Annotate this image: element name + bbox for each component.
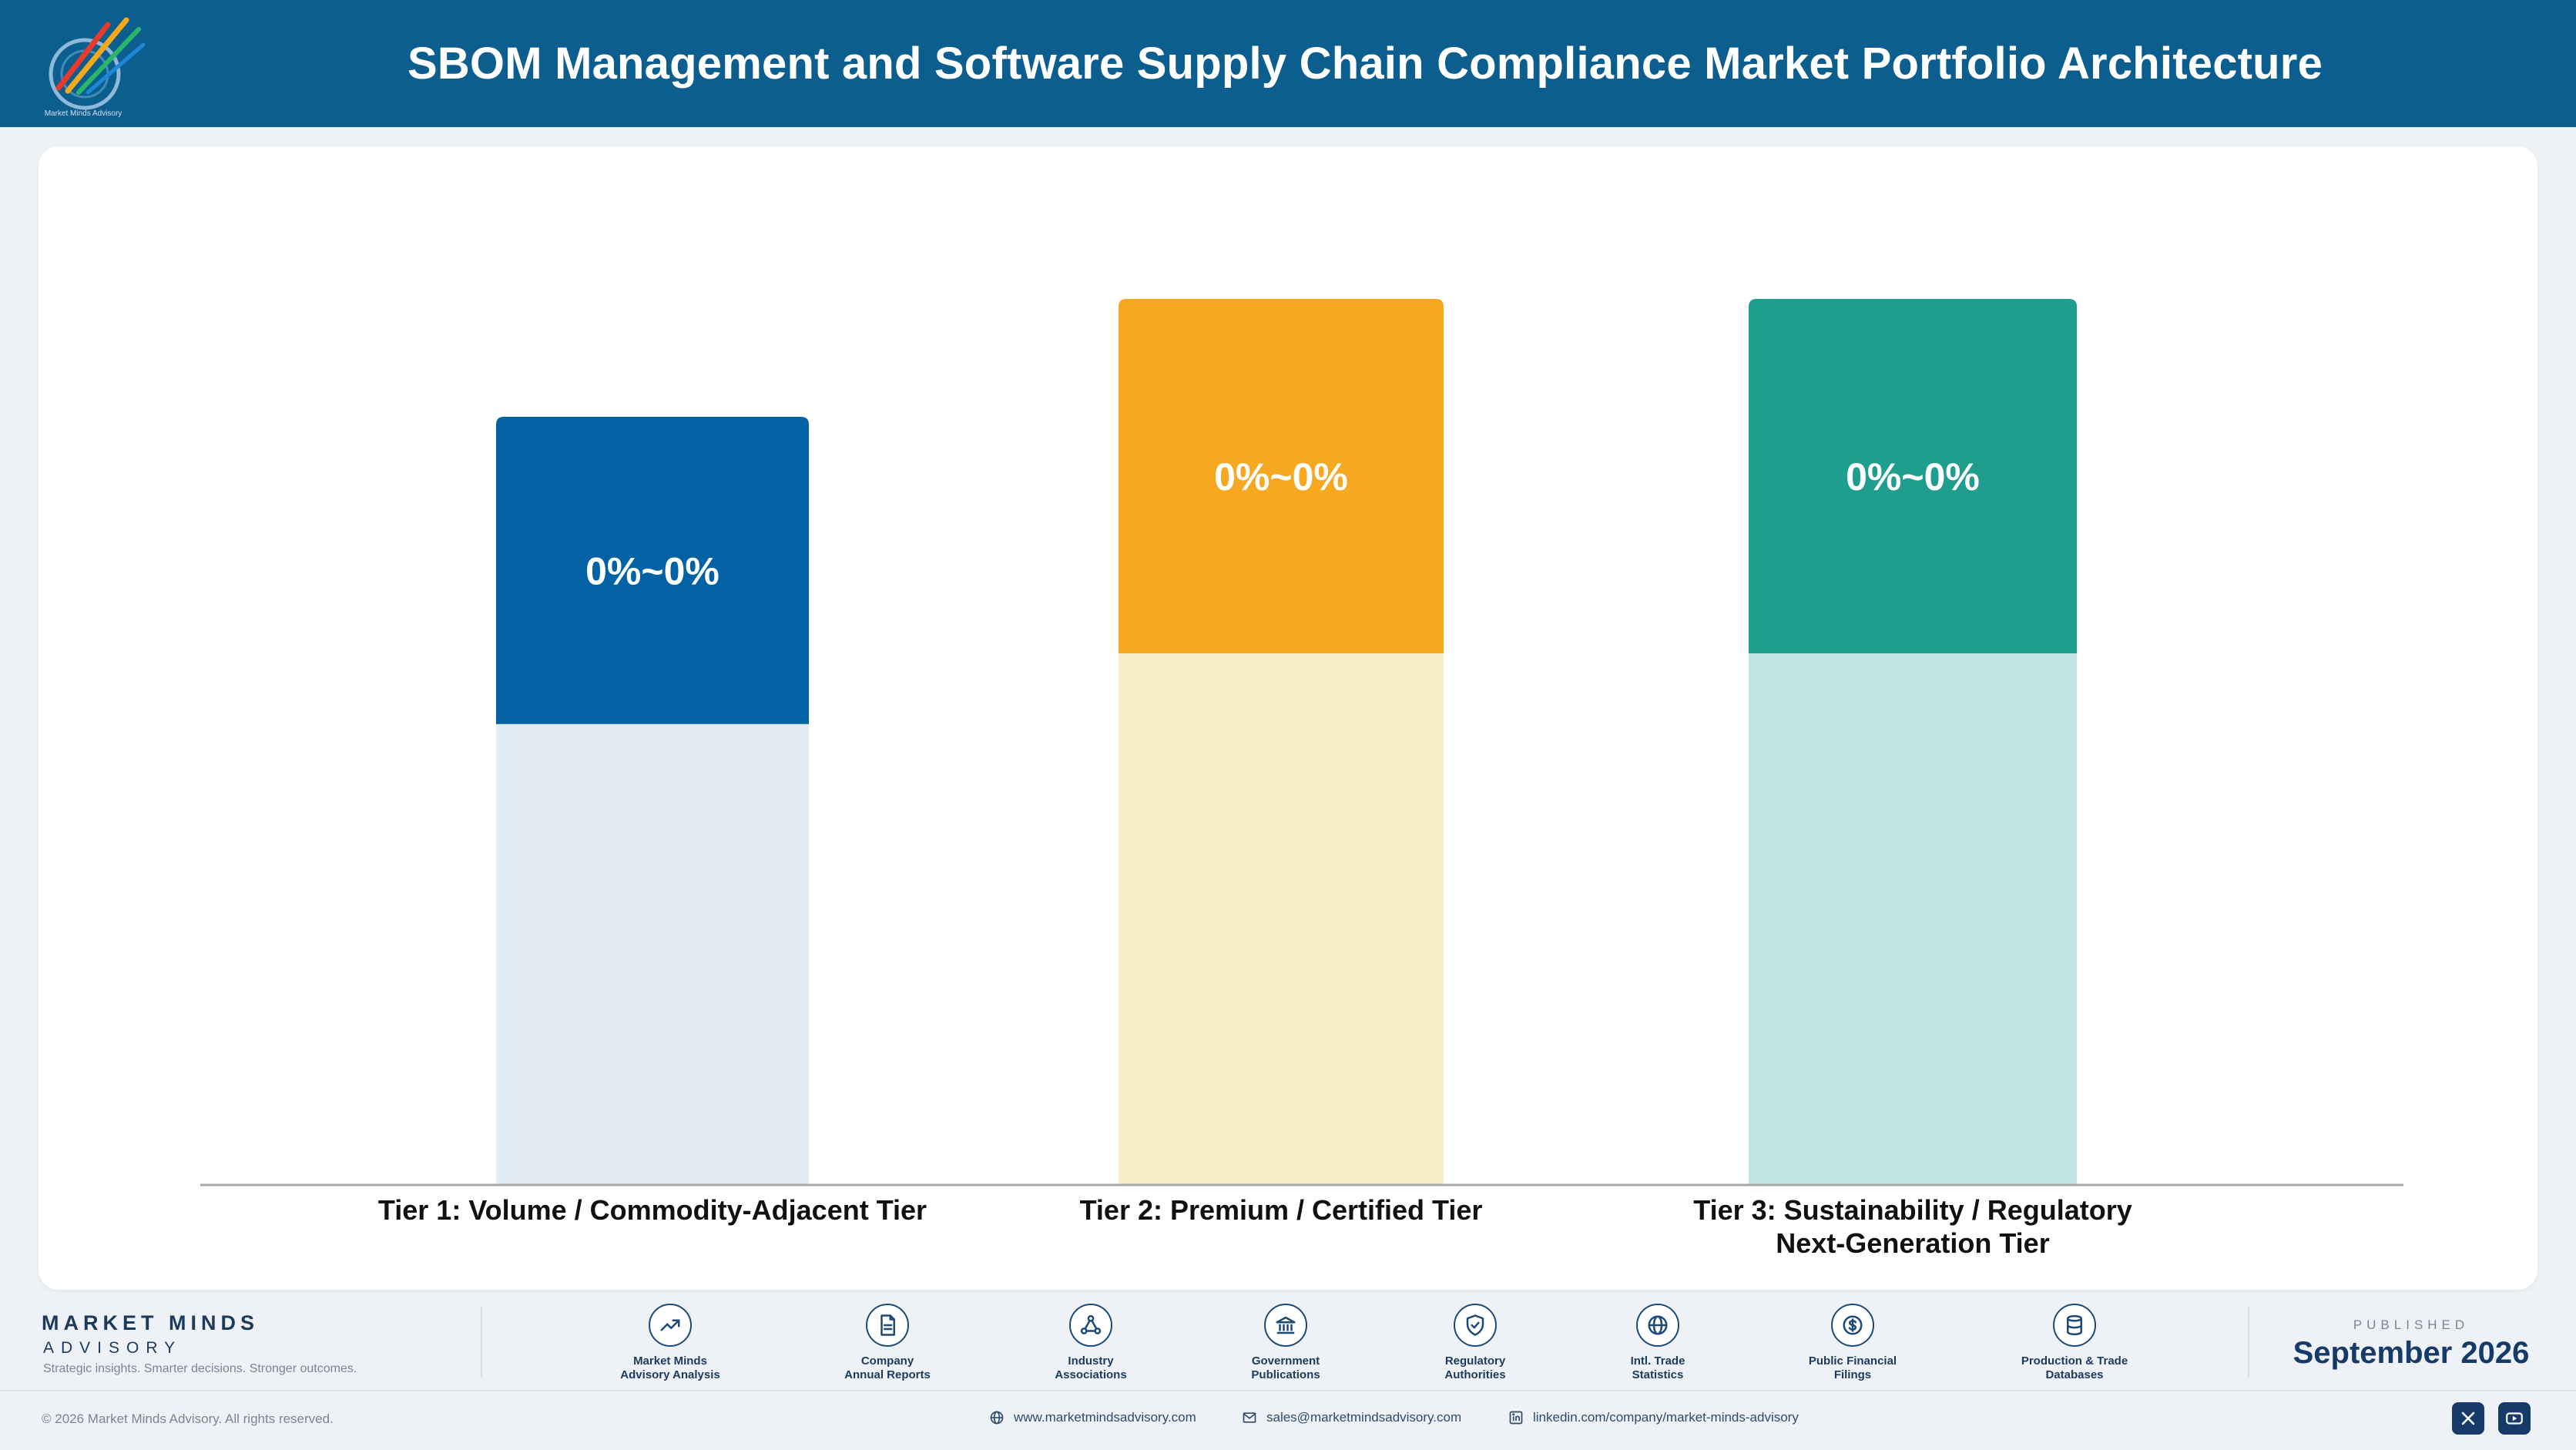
brand-name: MARKET MINDS [42, 1311, 259, 1334]
linkedin-text: linkedin.com/company/market-minds-adviso… [1533, 1410, 1799, 1425]
source-government-publications[interactable]: Government Publications [1209, 1304, 1363, 1382]
chart-line-icon [649, 1304, 692, 1347]
x-tick-label-1: Tier 1: Volume / Commodity-Adjacent Tier [378, 1194, 927, 1226]
source-label: Public Financial Filings [1808, 1354, 1897, 1381]
page-title: SBOM Management and Software Supply Chai… [407, 39, 2323, 89]
mail-icon [1243, 1412, 1256, 1423]
globe-icon [990, 1411, 1004, 1425]
source-label: Intl. Trade Statistics [1630, 1354, 1685, 1381]
published-label: PUBLISHED [2353, 1317, 2470, 1332]
market-minds-logo[interactable]: Market Minds Advisory [37, 8, 153, 122]
source-public-financial-filings[interactable]: Public Financial Filings [1776, 1304, 1930, 1382]
email-link[interactable]: sales@marketmindsadvisory.com [1242, 1410, 1461, 1425]
footer: MARKET MINDS ADVISORY Strategic insights… [0, 1294, 2576, 1450]
linkedin-icon [1509, 1411, 1523, 1425]
bar-base-3 [1749, 653, 2077, 1185]
source-label: Company Annual Reports [844, 1354, 931, 1381]
source-intl-trade-statistics[interactable]: Intl. Trade Statistics [1581, 1304, 1735, 1382]
source-production-trade-databases[interactable]: Production & Trade Databases [1997, 1304, 2152, 1382]
source-label: Production & Trade Databases [2021, 1354, 2128, 1381]
brand-subtitle: ADVISORY [43, 1339, 183, 1357]
brand-tagline: Strategic insights. Smarter decisions. S… [43, 1362, 357, 1375]
youtube-icon[interactable] [2498, 1402, 2531, 1435]
globe-icon [1636, 1304, 1679, 1347]
x-icon[interactable] [2452, 1402, 2484, 1435]
footer-divider [2248, 1307, 2249, 1378]
published-date: September 2026 [2293, 1336, 2530, 1370]
source-regulatory-authorities[interactable]: Regulatory Authorities [1398, 1304, 1552, 1382]
chart-card: 0%~0% 0%~0% 0%~0% Tier 1: Volume / Commodit… [39, 146, 2537, 1290]
linkedin-link[interactable]: linkedin.com/company/market-minds-adviso… [1508, 1410, 1799, 1425]
x-tick-label-2: Tier 2: Premium / Certified Tier [1080, 1194, 1483, 1226]
footer-divider [481, 1307, 482, 1378]
source-label: Regulatory Authorities [1444, 1354, 1506, 1381]
bar-data-label-2: 0%~0% [1214, 455, 1348, 498]
bar-highlight-2 [1119, 299, 1444, 653]
email-text: sales@marketmindsadvisory.com [1266, 1410, 1462, 1425]
bar-base-1 [496, 723, 809, 1185]
website-link[interactable]: www.marketmindsadvisory.com [989, 1410, 1196, 1425]
header-bar: Market Minds Advisory SBOM Management an… [0, 0, 2576, 127]
bar-highlight-1 [496, 416, 809, 724]
bar-data-label-3: 0%~0% [1846, 455, 1980, 498]
source-industry-associations[interactable]: Industry Associations [1014, 1304, 1168, 1382]
logo-text: Market Minds Advisory [45, 109, 122, 118]
source-label: Government Publications [1251, 1354, 1320, 1381]
x-tick-label-3: Tier 3: Sustainability / Regulatory [1693, 1194, 2132, 1226]
dollar-coin-icon [1831, 1304, 1874, 1347]
bar-base-2 [1119, 653, 1444, 1185]
source-label: Industry Associations [1055, 1354, 1127, 1381]
database-icon [2053, 1304, 2096, 1347]
government-building-icon [1264, 1304, 1307, 1347]
source-advisory-analysis[interactable]: Market Minds Advisory Analysis [593, 1304, 747, 1382]
bar-data-label-1: 0%~0% [585, 549, 719, 592]
copyright-text: © 2026 Market Minds Advisory. All rights… [42, 1411, 334, 1426]
bar-highlight-3 [1749, 299, 2077, 653]
shield-check-icon [1454, 1304, 1497, 1347]
document-icon [866, 1304, 909, 1347]
source-annual-reports[interactable]: Company Annual Reports [810, 1304, 964, 1382]
x-tick-label-3: Next-Generation Tier [1776, 1227, 2049, 1259]
network-icon [1069, 1304, 1112, 1347]
portfolio-bar-chart: 0%~0% 0%~0% 0%~0% Tier 1: Volume / Commodit… [200, 299, 2403, 1259]
website-text: www.marketmindsadvisory.com [1014, 1410, 1196, 1425]
footer-divider-horizontal [0, 1390, 2576, 1391]
source-label: Market Minds Advisory Analysis [620, 1354, 720, 1381]
